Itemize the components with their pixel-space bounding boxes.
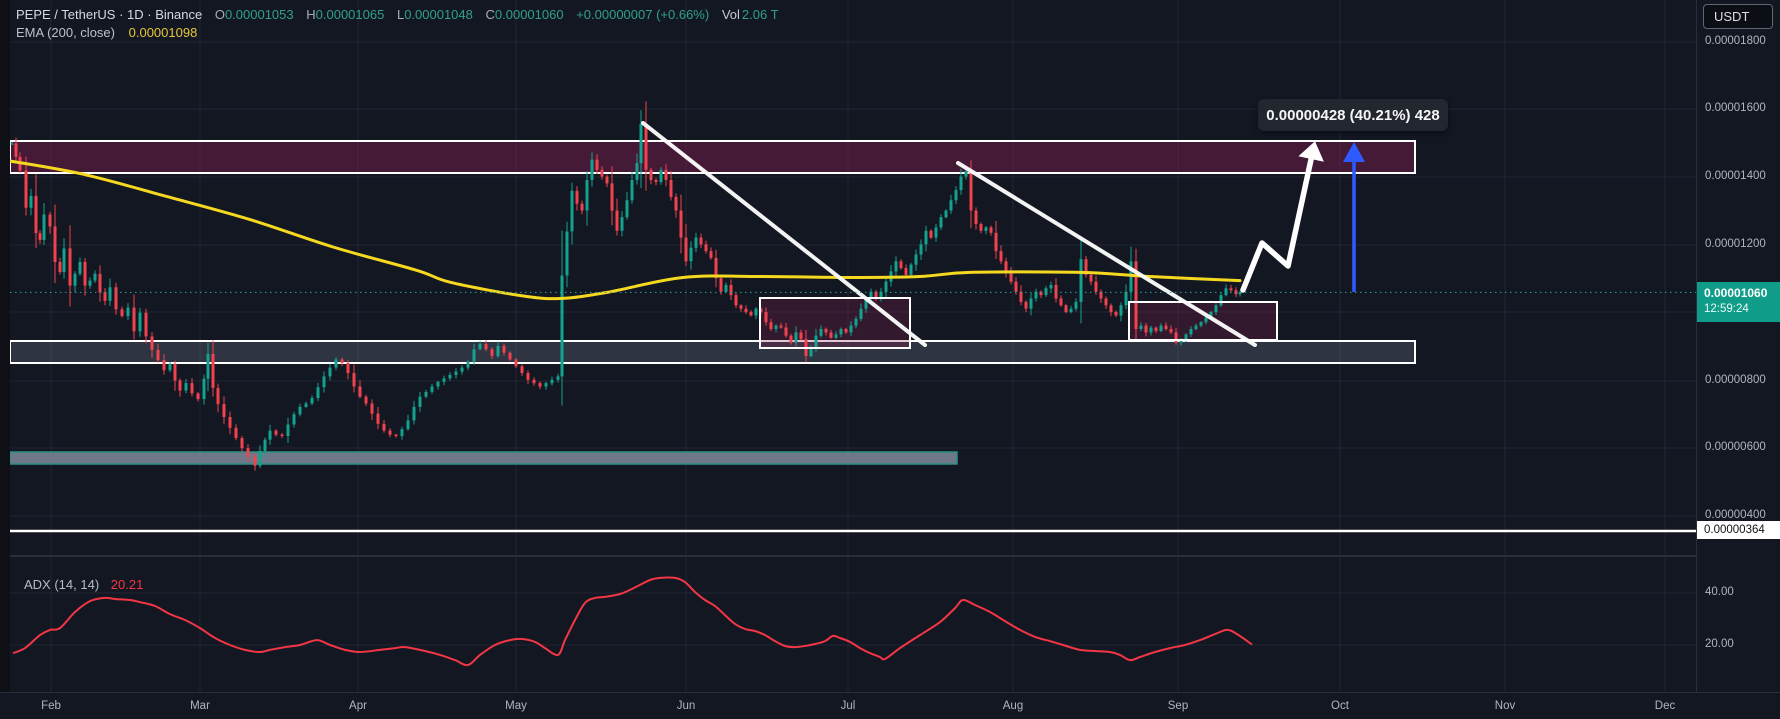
price-axis-label: 0.00001600 (1705, 102, 1766, 114)
demand-band[interactable] (9, 451, 958, 465)
adx-legend-row: ADX (14, 14) 20.21 (24, 577, 143, 592)
consolidation-box-jun-jul-fill[interactable] (760, 298, 910, 348)
resistance-zone[interactable] (9, 140, 1416, 174)
symbol-legend: PEPE / TetherUS · 1D · Binance O0.000010… (16, 6, 779, 42)
month-label: Sep (1167, 700, 1189, 712)
price-axis-label: 0.00000400 (1705, 509, 1766, 521)
bar-countdown: 12:59:24 (1704, 303, 1749, 315)
trendline-jul-sep[interactable] (956, 161, 1257, 347)
time-axis[interactable]: Feb Mar Apr May Jun Jul Aug Sep Oct Nov Dec (0, 692, 1780, 719)
open-label: O (214, 7, 225, 22)
price-axis-label: 0.00000600 (1705, 441, 1766, 453)
month-label: Feb (41, 700, 61, 712)
price-axis-label: 0.00001800 (1705, 35, 1766, 47)
month-label: Jun (676, 700, 696, 712)
breakout-arrow[interactable] (1240, 141, 1324, 293)
consolidation-box-jun-jul[interactable] (759, 297, 911, 349)
price-axis-label: 0.00001200 (1705, 238, 1766, 250)
consolidation-box-sep-fill[interactable] (1129, 302, 1277, 340)
currency-toggle-button[interactable]: USDT (1703, 4, 1773, 29)
month-label: Dec (1654, 700, 1676, 712)
close-label: C (485, 7, 495, 22)
candles-layer[interactable] (10, 101, 1242, 471)
line-price-tag: 0.00000364 (1697, 521, 1780, 539)
adx-line[interactable] (12, 576, 1253, 667)
price-axis-label: 0.00001400 (1705, 170, 1766, 182)
ema-indicator-value: 0.00001098 (128, 25, 198, 40)
month-label: Aug (1002, 700, 1024, 712)
symbol-title[interactable]: PEPE / TetherUS · 1D · Binance (16, 7, 203, 22)
trendline-may-jul[interactable] (641, 121, 927, 347)
price-axis[interactable]: USDT 0.00001800 0.00001600 0.00001400 0.000… (1696, 0, 1780, 719)
support-zone[interactable] (9, 340, 1416, 364)
change-value: +0.00000007 (+0.66%) (576, 7, 710, 22)
adx-axis-label: 20.00 (1705, 638, 1734, 650)
month-label: Nov (1494, 700, 1516, 712)
symbol-legend-row: PEPE / TetherUS · 1D · Binance O0.000010… (16, 6, 779, 24)
adx-indicator-value: 20.21 (110, 577, 144, 592)
volume-value: 2.06 T (741, 7, 779, 22)
month-label: Oct (1331, 700, 1349, 712)
ema-indicator-title[interactable]: EMA (200, close) (16, 25, 115, 40)
month-label: Jul (840, 700, 856, 712)
low-value: 0.00001048 (404, 7, 473, 22)
ema-line[interactable] (8, 159, 1242, 301)
current-price-tag: 0.00001060 12:59:24 (1697, 282, 1780, 322)
open-value: 0.00001053 (224, 7, 294, 22)
month-label: Mar (190, 700, 210, 712)
month-label: Apr (349, 700, 367, 712)
close-value: 0.00001060 (494, 7, 564, 22)
high-value: 0.00001065 (315, 7, 385, 22)
consolidation-box-sep[interactable] (1128, 301, 1278, 341)
high-label: H (306, 7, 316, 22)
adx-indicator-title[interactable]: ADX (14, 14) (24, 577, 100, 592)
price-axis-label: 0.00000800 (1705, 374, 1766, 386)
current-price-value: 0.00001060 (1704, 286, 1768, 300)
adx-axis-label: 40.00 (1705, 586, 1734, 598)
ema-legend-row: EMA (200, close) 0.00001098 (16, 24, 779, 42)
low-label: L (396, 7, 405, 22)
volume-label: Vol (721, 7, 740, 22)
month-label: May (505, 700, 527, 712)
measure-tool-label: 0.00000428 (40.21%) 428 (1258, 99, 1448, 131)
target-measure-arrow[interactable] (1343, 142, 1365, 292)
left-edge-strip (0, 0, 10, 692)
